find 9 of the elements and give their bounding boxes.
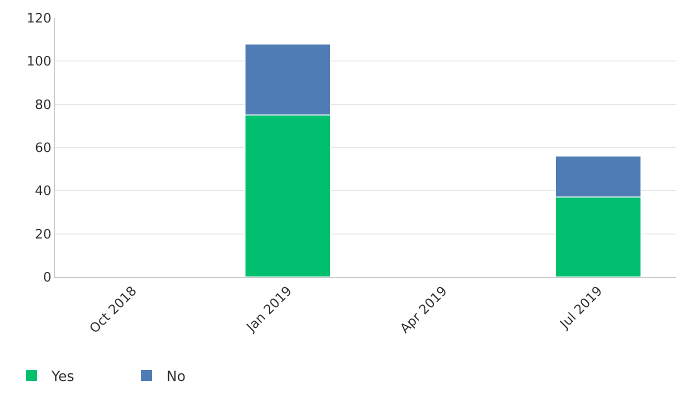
legend-label: No <box>166 368 186 385</box>
legend-label: Yes <box>50 368 74 385</box>
y-tick-label: 120 <box>26 12 52 27</box>
y-tick-label: 80 <box>34 98 52 113</box>
y-tick-label: 20 <box>34 227 52 242</box>
y-tick-label: 40 <box>34 184 52 200</box>
y-tick-label: 100 <box>26 54 52 70</box>
y-tick-label: 0 <box>43 270 52 286</box>
y-tick-label: 60 <box>34 141 52 156</box>
